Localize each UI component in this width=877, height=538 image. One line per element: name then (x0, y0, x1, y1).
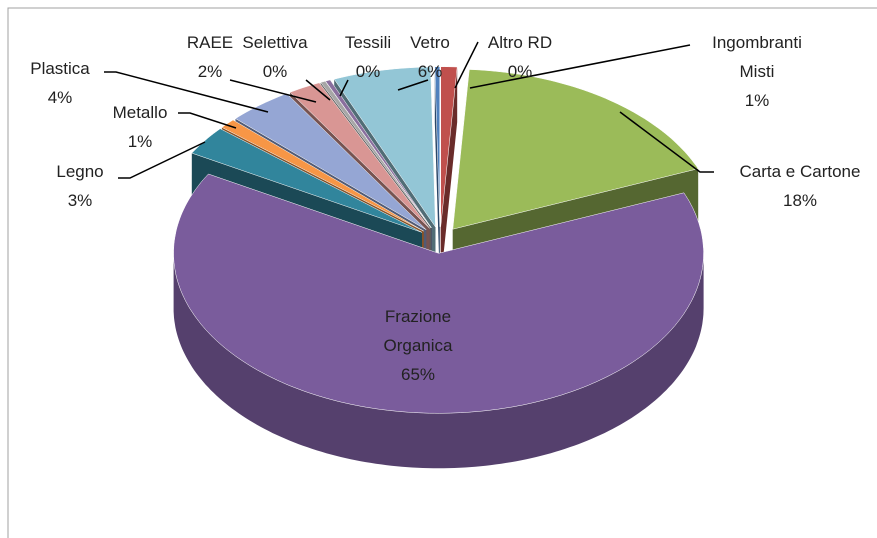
value-label: 0% (355, 62, 381, 81)
category-label: Selettiva (242, 33, 308, 52)
slice (434, 66, 441, 227)
leader-line (454, 41, 479, 89)
slice (440, 66, 458, 227)
category-label: Ingombranti Misti (712, 33, 802, 81)
slice (325, 79, 432, 228)
category-label: Metallo (112, 103, 168, 122)
chart-frame (7, 7, 877, 538)
value-label: 4% (47, 88, 73, 107)
slice-wall (434, 66, 440, 282)
data-label: Altro RD 0% (475, 28, 565, 86)
slice (452, 69, 699, 230)
data-label: Legno 3% (40, 157, 120, 215)
value-label: 1% (744, 91, 770, 110)
category-label: Carta e Cartone (739, 162, 861, 181)
data-label: Metallo 1% (100, 98, 180, 156)
leader-line (104, 71, 269, 113)
slice (221, 119, 424, 232)
leader-line (619, 111, 714, 173)
value-label: 0% (262, 62, 288, 81)
slice-side (173, 253, 704, 469)
value-label: 6% (417, 62, 443, 81)
slice (320, 80, 432, 229)
data-label: Ingombranti Misti 1% (697, 28, 817, 115)
slice (289, 82, 430, 229)
leader-line (178, 112, 237, 129)
slice (191, 128, 423, 233)
slice (173, 173, 704, 414)
category-label: Tessili (344, 33, 392, 52)
value-label: 0% (507, 62, 533, 81)
value-label: 3% (67, 191, 93, 210)
value-label: 1% (127, 132, 153, 151)
leader-line (118, 141, 206, 179)
value-label: 65% (400, 365, 436, 384)
data-label: Carta e Cartone 18% (715, 157, 877, 215)
category-label: Plastica (30, 59, 90, 78)
leader-line (229, 79, 317, 103)
leader-line (339, 79, 349, 97)
pie (173, 66, 704, 469)
data-label: Plastica 4% (20, 54, 100, 112)
data-label: Frazione Organica 65% (353, 302, 483, 389)
category-label: Frazione Organica (383, 307, 453, 355)
category-label: RAEE (186, 33, 234, 52)
slice (235, 93, 427, 230)
slice (333, 66, 436, 228)
value-label: 2% (197, 62, 223, 81)
leader-lines (104, 41, 714, 179)
category-label: Altro RD (487, 33, 553, 52)
value-label: 18% (782, 191, 818, 210)
data-label: RAEE 2% (180, 28, 240, 86)
leader-line (397, 79, 429, 91)
leader-line (305, 79, 331, 101)
category-label: Vetro (410, 33, 450, 52)
data-label: Selettiva 0% (235, 28, 315, 86)
data-label: Tessili 0% (333, 28, 403, 86)
leader-line (469, 44, 691, 89)
data-label: Vetro 6% (405, 28, 455, 86)
slice-wall (440, 67, 458, 282)
category-label: Legno (56, 162, 104, 181)
